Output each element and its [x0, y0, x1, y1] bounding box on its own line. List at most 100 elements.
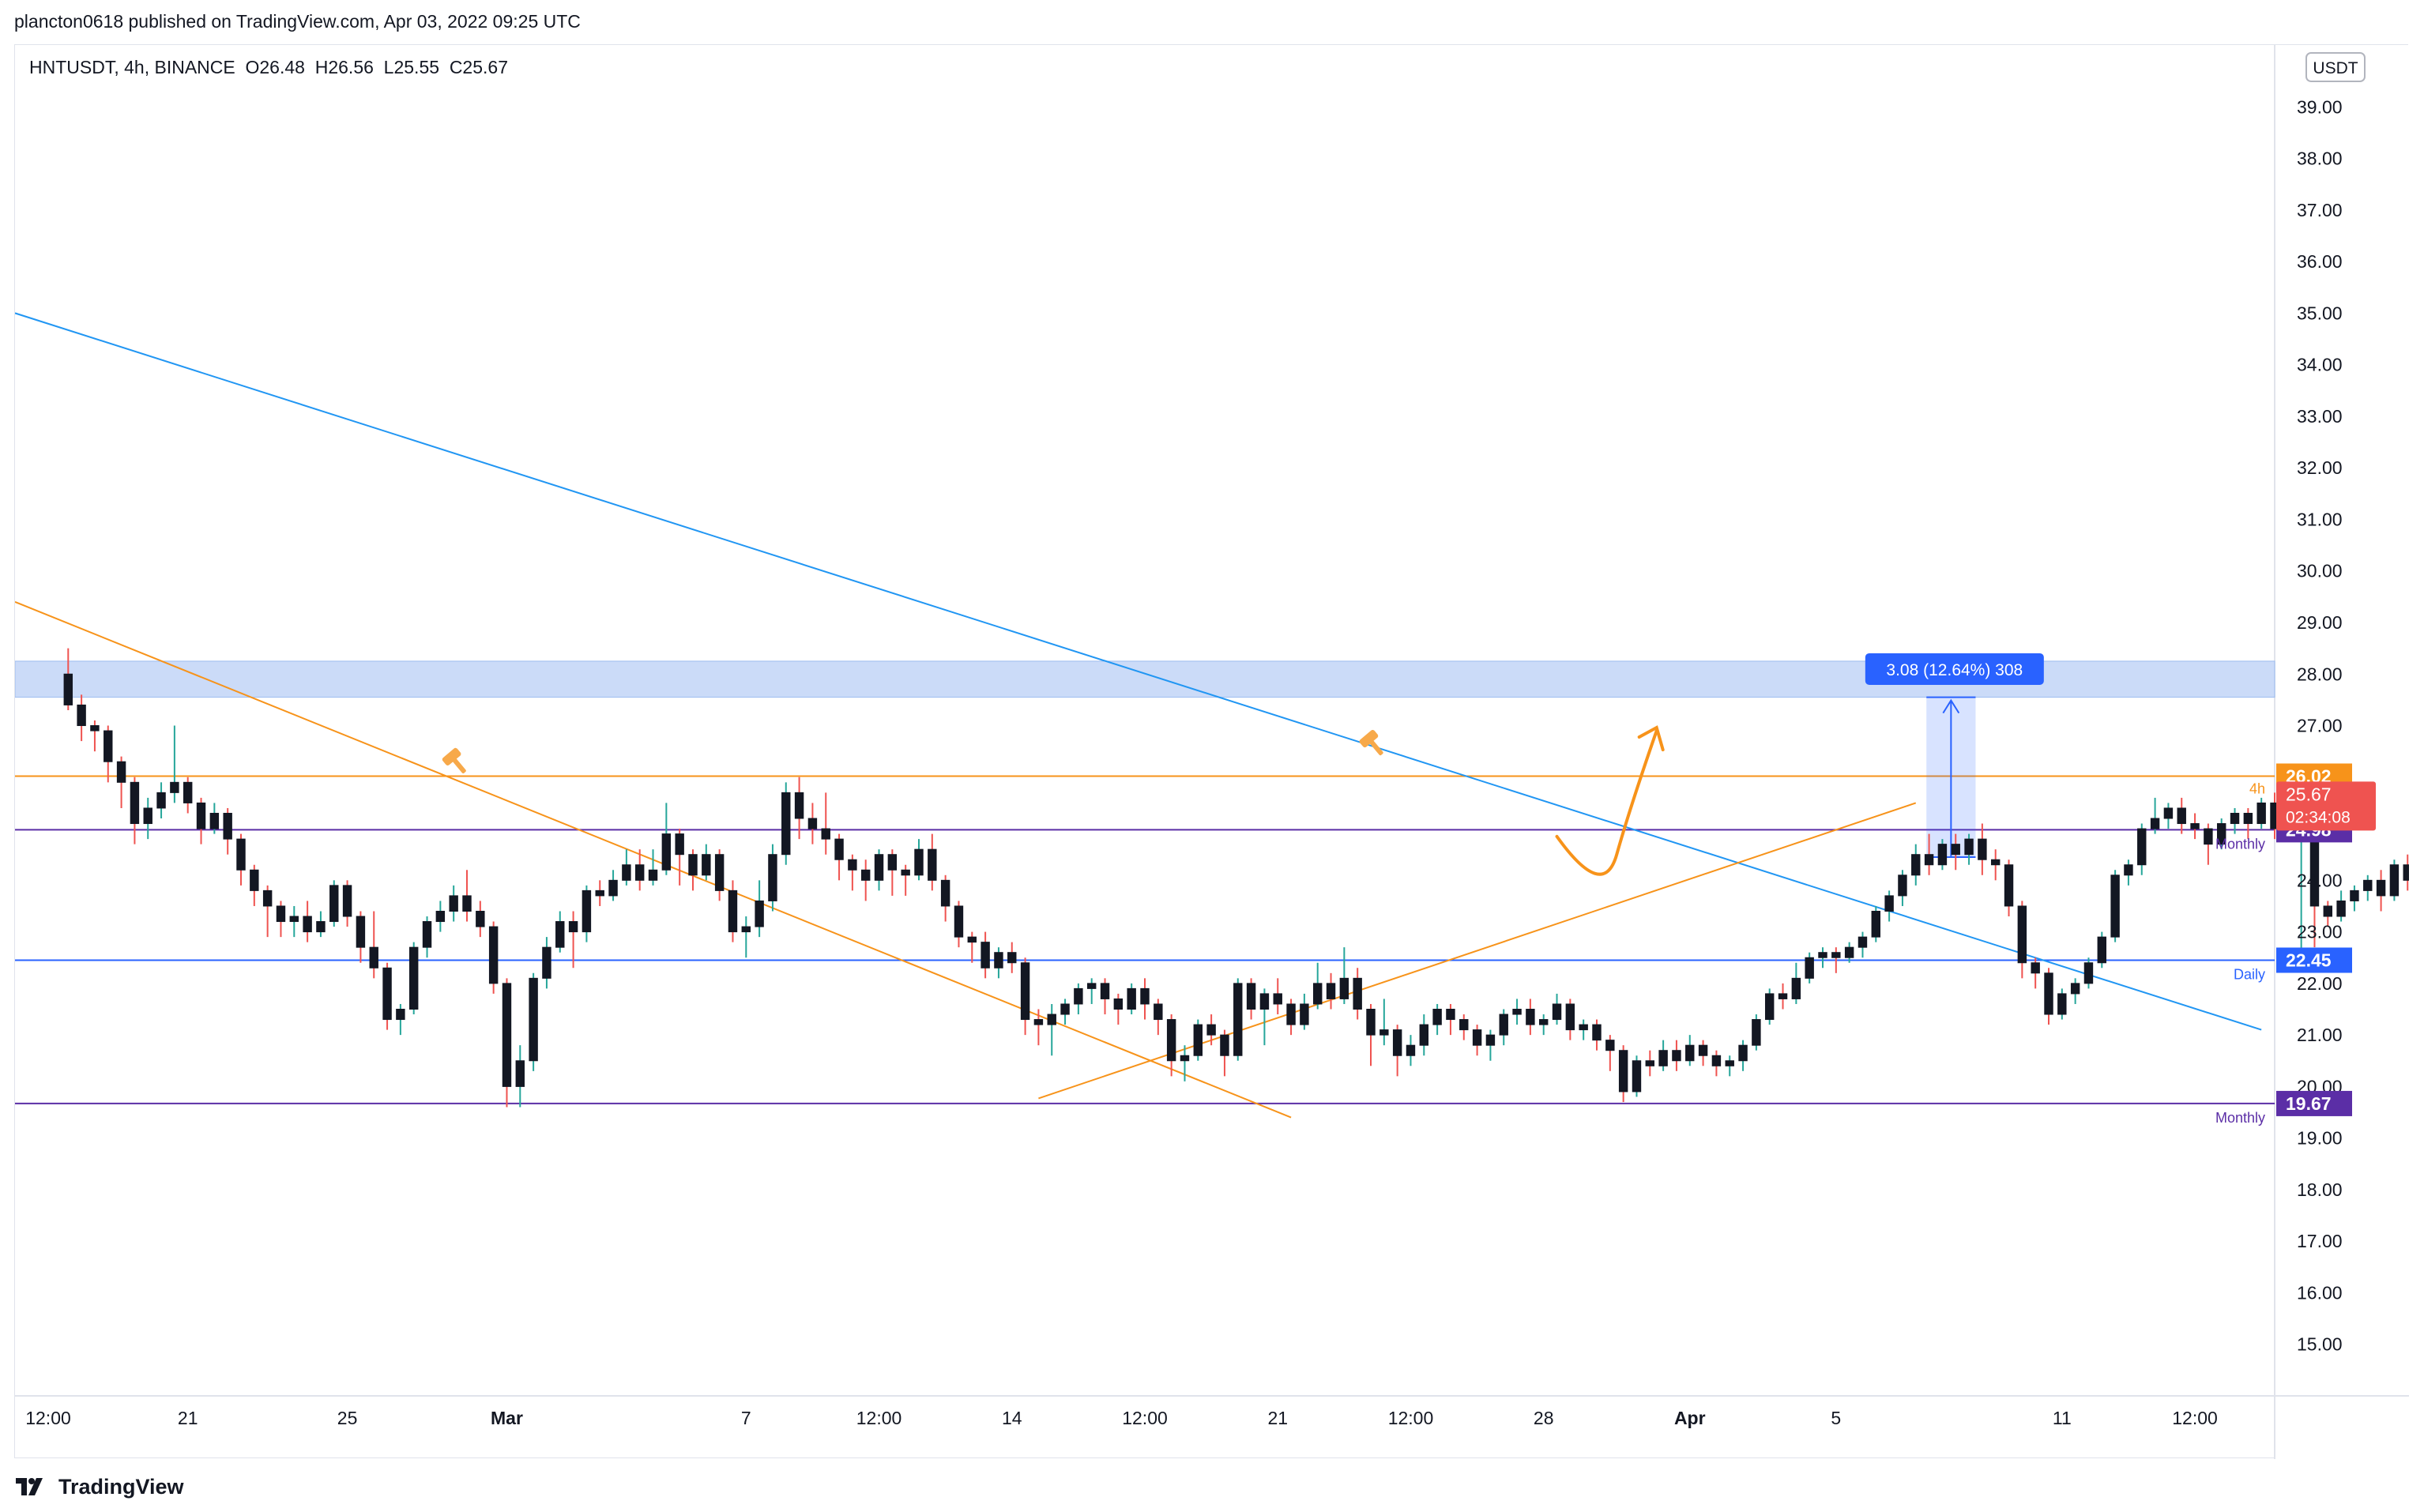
candle: [648, 849, 658, 886]
candle-body: [821, 828, 830, 840]
candle: [1632, 1055, 1642, 1097]
candle-body: [794, 792, 804, 819]
candle: [2137, 823, 2147, 875]
candle-body: [2124, 864, 2133, 876]
candle-body: [1499, 1014, 1508, 1036]
candle-body: [435, 910, 446, 923]
candle: [807, 803, 818, 844]
y-tick-label: 15.00: [2297, 1334, 2343, 1355]
candle-body: [1632, 1060, 1642, 1093]
candle-body: [2177, 807, 2186, 825]
candle-body: [994, 952, 1003, 969]
candle: [1698, 1040, 1708, 1066]
candle: [688, 849, 698, 891]
candle-body: [196, 802, 206, 829]
last-price-tag: [2276, 781, 2376, 831]
measure-label-bg: [1865, 653, 2044, 685]
candle: [262, 885, 273, 938]
candle-body: [183, 781, 193, 803]
candle: [874, 849, 884, 891]
candle-body: [542, 946, 551, 979]
candle-body: [1353, 977, 1362, 1010]
candle-body: [329, 885, 339, 923]
candle-body: [1752, 1019, 1761, 1046]
candle-body: [967, 936, 977, 943]
candle-body: [2350, 890, 2359, 901]
candle-body: [568, 921, 578, 933]
candle-body: [1100, 983, 1110, 999]
candle: [1672, 1040, 1681, 1071]
candle-body: [1154, 1003, 1163, 1021]
x-tick-label: 21: [1267, 1408, 1288, 1428]
candle-body: [1778, 993, 1788, 999]
candle-body: [595, 890, 604, 897]
candle: [1884, 890, 1894, 922]
candle-body: [608, 879, 618, 897]
candle: [608, 870, 618, 901]
candle-body: [661, 833, 672, 871]
candle: [223, 807, 232, 855]
candle-body: [2323, 905, 2333, 917]
candle-body: [1698, 1044, 1708, 1056]
candle-body: [116, 761, 126, 783]
candle: [834, 833, 844, 881]
candle: [1366, 1003, 1376, 1066]
candle-body: [1512, 1008, 1522, 1015]
candle-body: [954, 905, 964, 938]
candle-body: [834, 838, 844, 860]
chart-area[interactable]: 3.08 (12.64%) 308 39.00 38.00 37.00 36.00 35.…: [14, 44, 2409, 1459]
candle-body: [396, 1008, 405, 1021]
candle: [462, 870, 472, 922]
candle-body: [1259, 993, 1270, 1010]
y-tick-label: 32.00: [2297, 457, 2343, 478]
x-tick-label: 14: [1002, 1408, 1022, 1428]
candle-body: [1300, 1003, 1309, 1025]
candle-body: [807, 818, 818, 829]
y-tick-label: 38.00: [2297, 149, 2343, 169]
candle-body: [714, 854, 725, 891]
candle: [303, 901, 312, 942]
legend-value: HNTUSDT, 4h, BINANCE: [29, 57, 235, 77]
y-tick-label: 19.00: [2297, 1128, 2343, 1149]
candle-body: [1233, 983, 1243, 1056]
candle: [77, 694, 86, 742]
candle: [1432, 1003, 1442, 1036]
candle: [1538, 1014, 1549, 1036]
y-tick-label: 27.00: [2297, 716, 2343, 736]
candle-body: [1220, 1034, 1229, 1056]
candle: [1206, 1014, 1216, 1046]
price-axis-bg: [2275, 45, 2409, 1459]
level-label: 4h: [2249, 780, 2265, 796]
candle-body: [77, 704, 86, 727]
candle-body: [848, 859, 857, 871]
price-chart[interactable]: 3.08 (12.64%) 308 39.00 38.00 37.00 36.00 35.…: [15, 45, 2409, 1459]
candle-body: [914, 848, 924, 876]
candle: [1658, 1040, 1668, 1071]
candle-body: [1937, 844, 1948, 866]
candle-body: [1645, 1060, 1655, 1066]
candle: [1300, 993, 1309, 1030]
candle-body: [1978, 838, 1987, 860]
candle-body: [1791, 977, 1801, 999]
candle: [1246, 978, 1256, 1020]
candle: [316, 911, 326, 938]
y-tick-label: 36.00: [2297, 251, 2343, 272]
candle: [568, 911, 578, 969]
candle: [542, 937, 551, 989]
candle-body: [449, 895, 458, 912]
level-price-tag: [2276, 1090, 2352, 1116]
candle-body: [223, 812, 232, 840]
candle-body: [1858, 936, 1868, 948]
candle: [2350, 885, 2359, 912]
candle: [887, 849, 898, 896]
candle: [1113, 993, 1124, 1025]
candle-body: [755, 900, 764, 927]
candle: [1220, 1029, 1229, 1077]
candle: [582, 885, 592, 942]
candle-body: [1060, 1003, 1070, 1015]
y-tick-label: 23.00: [2297, 922, 2343, 942]
candle-body: [1711, 1055, 1722, 1066]
x-tick-label: 12:00: [2172, 1408, 2218, 1428]
candle: [2097, 931, 2107, 969]
candle: [821, 792, 830, 855]
